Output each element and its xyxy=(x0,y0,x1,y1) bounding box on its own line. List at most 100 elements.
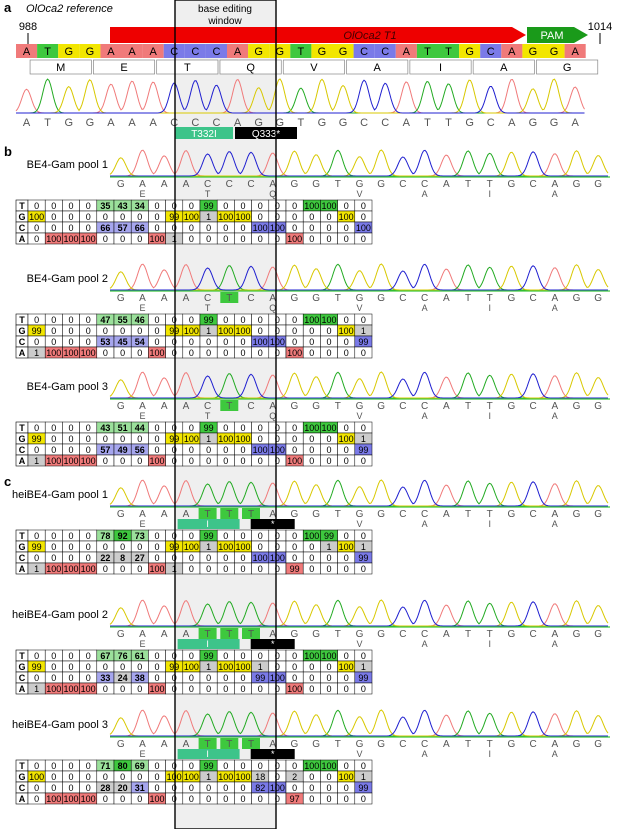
sample-base-letter: G xyxy=(356,293,364,304)
table-value: 0 xyxy=(344,423,349,433)
table-value: 0 xyxy=(275,542,280,552)
sample-base-letter: G xyxy=(117,739,125,750)
sample-base-letter: T xyxy=(465,629,471,640)
table-value: 0 xyxy=(51,772,56,782)
sample-base-letter: G xyxy=(573,401,581,412)
table-value: 0 xyxy=(137,772,142,782)
sample-base-letter: G xyxy=(573,293,581,304)
table-value: 0 xyxy=(292,673,297,683)
table-row-header: T xyxy=(19,423,25,433)
table-value: 0 xyxy=(68,315,73,325)
table-value: 99 xyxy=(32,326,42,336)
table-value: 1 xyxy=(206,212,211,222)
sample-aa-letter: A xyxy=(422,303,428,313)
table-value: 100 xyxy=(81,794,96,804)
table-value: 100 xyxy=(218,434,233,444)
sample-aa-letter: I xyxy=(488,189,491,199)
sample-base-letter: T xyxy=(335,179,341,190)
pam-label: PAM xyxy=(540,30,563,42)
sample-base-letter: G xyxy=(594,401,602,412)
table-value: 1 xyxy=(206,434,211,444)
table-value: 0 xyxy=(103,564,108,574)
table-value: 0 xyxy=(68,783,73,793)
sample-base-letter: G xyxy=(291,739,299,750)
table-value: 0 xyxy=(361,794,366,804)
table-value: 55 xyxy=(118,315,128,325)
table-value: 0 xyxy=(34,553,39,563)
sample-base-letter: T xyxy=(335,629,341,640)
sample-base-letter: G xyxy=(594,739,602,750)
table-value: 0 xyxy=(172,223,177,233)
table-value: 100 xyxy=(253,445,268,455)
sample-base-letter: C xyxy=(399,509,406,520)
ref-base-cell xyxy=(438,44,460,58)
sample-base-letter: T xyxy=(465,739,471,750)
edited-base-highlight xyxy=(242,628,260,639)
table-value: 0 xyxy=(120,456,125,466)
table-value: 100 xyxy=(149,684,164,694)
reference-trace-letter: T xyxy=(424,117,431,129)
table-value: 0 xyxy=(68,662,73,672)
table-value: 18 xyxy=(255,772,265,782)
table-value: 0 xyxy=(51,326,56,336)
table-value: 0 xyxy=(154,772,159,782)
sample-base-letter: C xyxy=(529,401,536,412)
table-value: 0 xyxy=(189,315,194,325)
sample-base-letter: T xyxy=(465,401,471,412)
table-value: 0 xyxy=(154,761,159,771)
ref-base-letter: A xyxy=(508,46,516,58)
sample-base-letter: A xyxy=(443,179,450,190)
table-value: 0 xyxy=(189,445,194,455)
table-value: 100 xyxy=(81,234,96,244)
sample-base-letter: G xyxy=(356,629,364,640)
ref-base-letter: G xyxy=(529,46,538,58)
sample-base-letter: G xyxy=(508,629,516,640)
table-value: 0 xyxy=(154,673,159,683)
table-value: 99 xyxy=(324,531,334,541)
table-row-header: A xyxy=(19,794,26,804)
sample-aa-letter: I xyxy=(488,749,491,759)
table-value: 0 xyxy=(206,794,211,804)
table-value: 0 xyxy=(326,445,331,455)
ref-base-letter: C xyxy=(381,46,389,58)
panel-label-c: c xyxy=(4,474,11,489)
table-value: 100 xyxy=(270,553,285,563)
sample-chromatogram-C xyxy=(110,479,608,507)
table-row-header: G xyxy=(18,662,25,672)
table-value: 0 xyxy=(172,673,177,683)
codon-letter: T xyxy=(184,62,191,74)
table-value: 0 xyxy=(223,794,228,804)
table-value: 100 xyxy=(287,234,302,244)
table-value: 78 xyxy=(100,531,110,541)
codon-letter: I xyxy=(439,62,442,74)
sample-aa-letter: V xyxy=(356,411,362,421)
table-value: 0 xyxy=(309,553,314,563)
reference-trace-letter: C xyxy=(487,117,495,129)
table-value: 33 xyxy=(100,673,110,683)
table-value: 1 xyxy=(361,772,366,782)
table-value: 0 xyxy=(309,662,314,672)
ref-base-letter: G xyxy=(86,46,95,58)
table-value: 0 xyxy=(361,651,366,661)
table-value: 0 xyxy=(172,531,177,541)
table-value: 0 xyxy=(258,212,263,222)
sample-base-letter: C xyxy=(529,293,536,304)
table-value: 99 xyxy=(32,434,42,444)
table-value: 0 xyxy=(326,662,331,672)
sample-base-letter: T xyxy=(465,179,471,190)
sample-aa-letter: E xyxy=(139,639,145,649)
ref-base-cell xyxy=(37,44,59,58)
table-value: 0 xyxy=(309,326,314,336)
table-value: 0 xyxy=(103,234,108,244)
reference-trace-letter: G xyxy=(318,117,327,129)
table-value: 0 xyxy=(189,201,194,211)
table-value: 1 xyxy=(361,542,366,552)
window-label-2: window xyxy=(207,16,242,27)
table-value: 100 xyxy=(184,326,199,336)
table-value: 0 xyxy=(154,223,159,233)
table-value: 0 xyxy=(361,201,366,211)
panel-label-b: b xyxy=(4,144,12,159)
table-value: 47 xyxy=(100,315,110,325)
table-value: 0 xyxy=(189,761,194,771)
table-value: 0 xyxy=(68,772,73,782)
